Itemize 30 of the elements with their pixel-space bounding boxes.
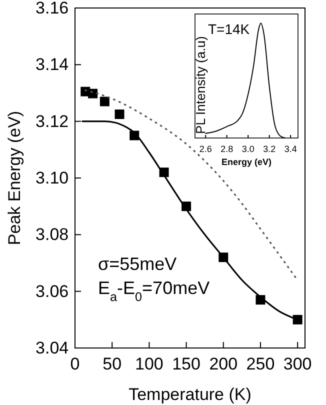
x-tick-label: 150 [172, 354, 200, 374]
annotation: σ=55meV [98, 254, 177, 274]
y-tick-label: 3.06 [36, 282, 69, 301]
point [292, 314, 302, 324]
y-axis-title: Peak Energy (eV) [5, 110, 24, 246]
y-tick-label: 3.16 [36, 0, 69, 18]
point [88, 88, 98, 98]
point [114, 110, 124, 119]
x-tick-label: 300 [283, 354, 312, 374]
y-axis-title: PL Intensity (a.u) [193, 36, 208, 134]
y-tick-label: 3.14 [36, 55, 69, 74]
x-tick-label: 0 [70, 354, 80, 374]
x-tick-label: 3.4 [284, 144, 297, 154]
x-axis-title: Temperature (K) [128, 385, 252, 404]
y-tick-label: 3.12 [36, 112, 69, 131]
x-tick-label: 2.8 [220, 144, 234, 154]
x-tick-label: 250 [246, 354, 275, 374]
x-axis-title: Energy (eV) [221, 157, 272, 167]
x-tick-label: 3.2 [263, 144, 276, 154]
y-tick-label: 3.08 [36, 225, 69, 244]
x-tick-label: 50 [102, 354, 122, 374]
x-tick-label: 200 [209, 354, 238, 374]
y-tick-label: 3.04 [36, 338, 69, 358]
point [100, 96, 110, 106]
y-tick-label: 3.10 [36, 168, 69, 188]
x-tick-label: 3.0 [242, 144, 254, 154]
annotation: T=14K [208, 21, 250, 37]
x-tick-label: 2.6 [199, 144, 212, 154]
x-tick-label: 100 [135, 354, 164, 374]
annotation: E$_{a}$-E$_{0}$=70meV [98, 278, 210, 304]
